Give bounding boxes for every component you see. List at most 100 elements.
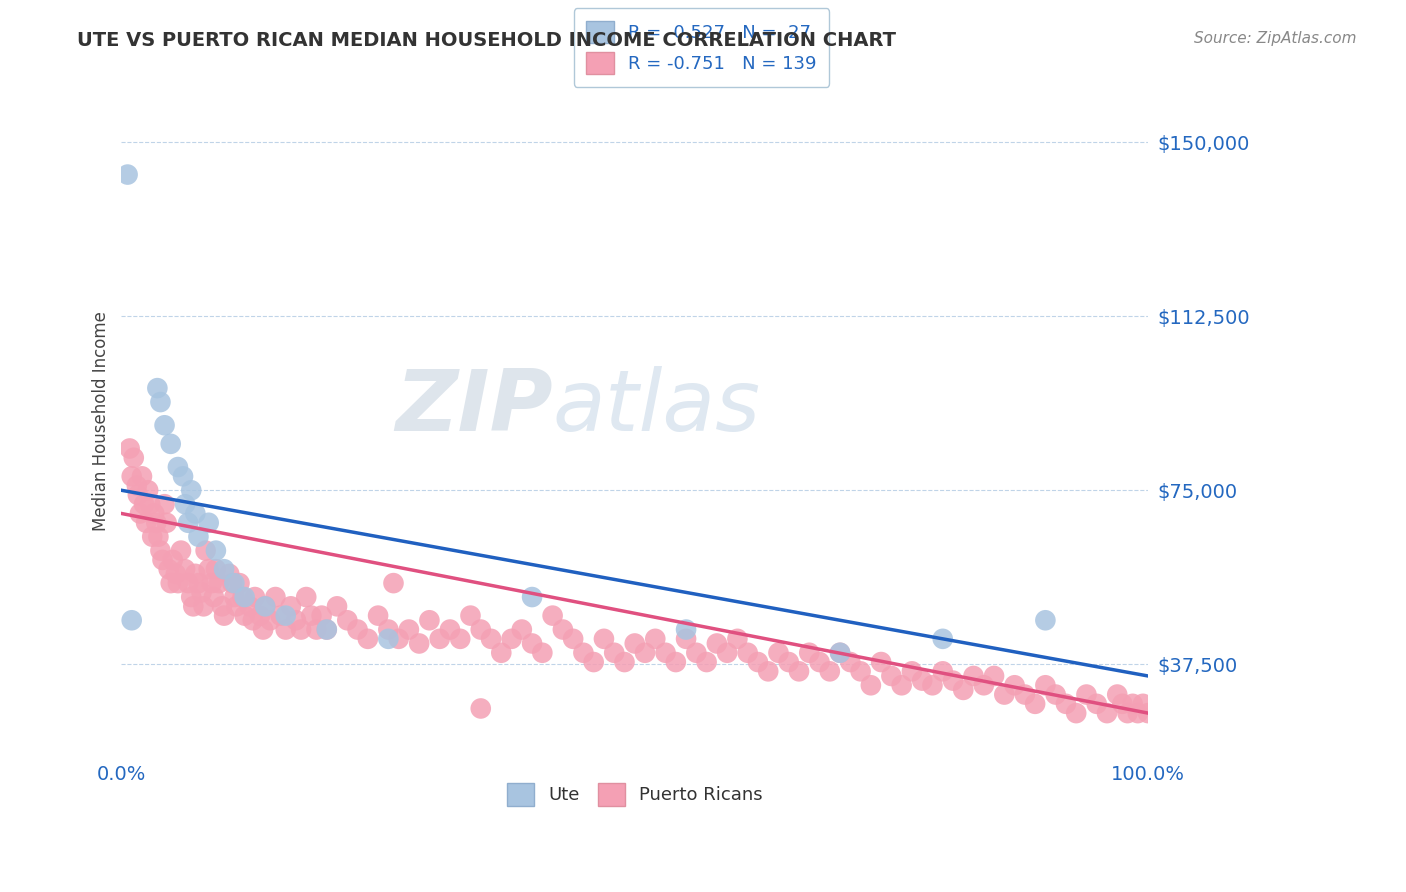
Point [808,655,831,669]
Point [252,623,274,637]
Point [180,590,202,604]
Point [890,678,912,692]
Point [696,655,718,669]
Point [299,608,322,623]
Point [706,636,728,650]
Point [1122,697,1144,711]
Point [1045,688,1067,702]
Point [582,655,605,669]
Point [259,613,281,627]
Point [593,632,616,646]
Point [541,608,564,623]
Point [212,562,235,576]
Point [828,646,851,660]
Point [725,632,748,646]
Point [197,516,219,530]
Point [665,655,688,669]
Point [224,590,246,604]
Point [224,576,246,591]
Point [859,678,882,692]
Point [870,655,893,669]
Point [135,516,157,530]
Point [139,497,162,511]
Point [146,381,169,395]
Point [603,646,626,660]
Point [654,646,676,660]
Point [242,613,264,627]
Point [149,543,172,558]
Point [942,673,965,688]
Point [983,669,1005,683]
Point [208,576,231,591]
Point [1054,697,1077,711]
Point [153,418,176,433]
Point [149,395,172,409]
Point [165,566,187,581]
Point [136,483,159,498]
Point [479,632,502,646]
Point [170,543,193,558]
Point [880,669,903,683]
Point [225,599,247,614]
Point [1035,613,1057,627]
Point [531,646,554,660]
Point [141,530,163,544]
Text: atlas: atlas [553,366,761,449]
Point [737,646,759,660]
Point [131,469,153,483]
Point [346,623,368,637]
Point [382,576,405,591]
Point [377,632,399,646]
Point [644,632,666,646]
Point [326,599,349,614]
Point [264,590,287,604]
Point [675,623,697,637]
Point [193,599,215,614]
Point [1111,697,1133,711]
Point [962,669,984,683]
Point [1126,706,1149,720]
Point [315,623,337,637]
Point [501,632,523,646]
Point [174,562,197,576]
Point [181,599,204,614]
Point [162,553,184,567]
Point [1137,706,1160,720]
Point [177,576,200,591]
Point [675,632,697,646]
Point [212,608,235,623]
Point [143,507,166,521]
Point [311,608,333,623]
Point [180,483,202,498]
Point [197,562,219,576]
Point [187,530,209,544]
Point [167,576,190,591]
Point [439,623,461,637]
Point [799,646,821,660]
Point [205,562,228,576]
Point [1107,688,1129,702]
Point [232,590,254,604]
Point [153,497,176,511]
Point [491,646,513,660]
Point [921,678,943,692]
Point [280,599,302,614]
Point [125,478,148,492]
Point [520,636,543,650]
Point [367,608,389,623]
Point [787,665,810,679]
Point [520,590,543,604]
Point [274,608,297,623]
Point [290,623,312,637]
Point [274,623,297,637]
Point [429,632,451,646]
Point [187,576,209,591]
Point [184,566,207,581]
Point [623,636,645,650]
Point [510,623,533,637]
Point [167,460,190,475]
Point [952,682,974,697]
Point [613,655,636,669]
Point [156,516,179,530]
Point [768,646,790,660]
